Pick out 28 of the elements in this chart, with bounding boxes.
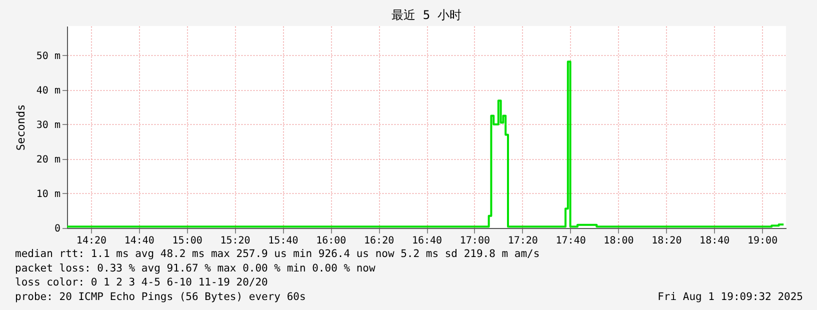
y-tick-label: 30 m (36, 120, 60, 131)
x-tick-label: 14:40 (124, 236, 154, 246)
x-tick-label: 16:20 (364, 236, 394, 246)
x-tick-label: 17:00 (460, 236, 490, 246)
x-tick-label: 17:20 (508, 236, 538, 246)
y-tick-label: 50 m (36, 50, 60, 62)
x-tick-label: 18:40 (700, 236, 730, 246)
x-tick-label: 19:00 (747, 236, 778, 246)
x-tick-label: 18:00 (604, 236, 634, 246)
x-tick-label: 14:20 (76, 236, 107, 246)
x-tick-label: 16:00 (316, 236, 346, 246)
x-tick-label: 15:20 (220, 236, 250, 246)
x-tick-label: 15:00 (172, 236, 202, 246)
x-tick-label: 18:20 (652, 236, 682, 246)
y-tick-label: 0 (54, 224, 60, 234)
text: probe: 20 ICMP Echo Pings (56 Bytes) every 60s (15, 290, 306, 303)
y-tick-label: 20 m (36, 154, 60, 166)
x-tick-label: 17:40 (556, 236, 586, 246)
y-tick-label: 10 m (36, 188, 60, 200)
text: loss color: 0 1 2 3 4-5 6-10 11-19 20/20 (15, 276, 268, 289)
text: Fri Aug 1 19:09:32 2025 (658, 290, 803, 303)
y-tick-label: 40 m (36, 85, 60, 96)
text: packet loss: 0.33 % avg 91.67 % max 0.00 % min 0.00 % now (15, 262, 376, 274)
y-axis-title: Seconds (14, 104, 28, 151)
x-tick-label: 15:40 (268, 236, 298, 246)
x-tick-label: 16:40 (412, 236, 442, 246)
text: median rtt: 1.1 ms avg 48.2 ms max 257.9 us min 926.4 us now 5.2 ms sd 219.8 m am/s (15, 248, 540, 260)
chart-title: 最近 5 小时 (392, 8, 462, 22)
